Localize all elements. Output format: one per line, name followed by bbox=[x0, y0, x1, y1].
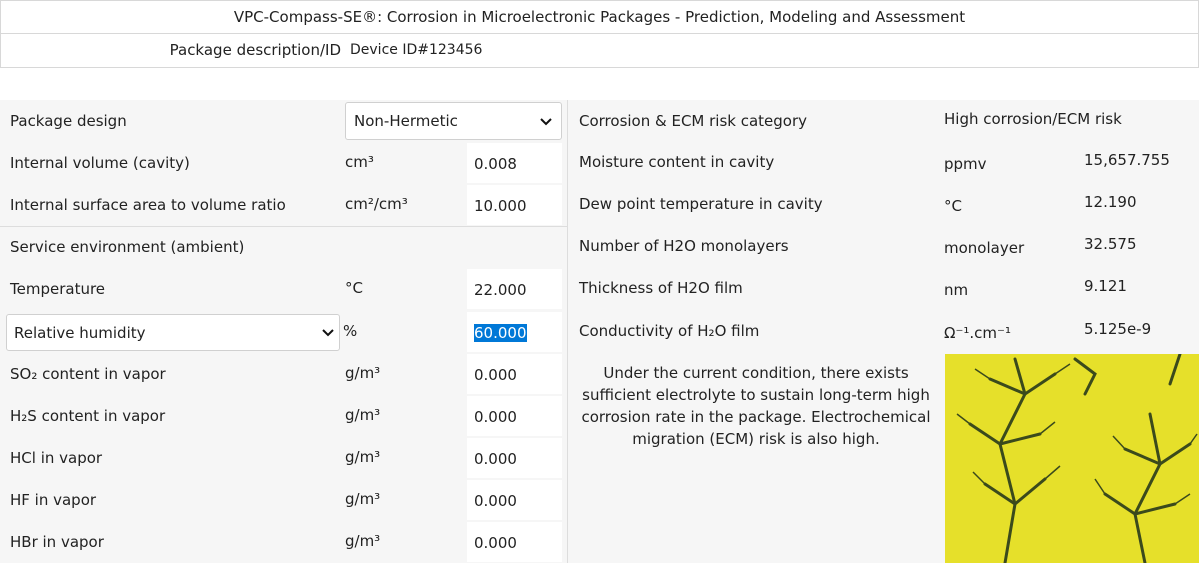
label: Thickness of H2O film bbox=[579, 279, 743, 298]
unit: g/m³ bbox=[345, 489, 381, 508]
input[interactable]: 0.008 bbox=[467, 143, 562, 184]
description-row: Package description/ID Device ID#123456 bbox=[0, 33, 1199, 68]
label: H₂S content in vapor bbox=[10, 406, 166, 425]
title: VPC-Compass-SE®: Corrosion in Microelect… bbox=[233, 8, 966, 26]
value: 15,657.755 bbox=[1084, 151, 1170, 170]
unit: g/m³ bbox=[345, 447, 381, 466]
input-value[interactable]: 0.000 bbox=[474, 365, 517, 384]
value: 32.575 bbox=[1084, 235, 1137, 254]
unit: °C bbox=[944, 197, 962, 216]
label: Dew point temperature in cavity bbox=[579, 195, 823, 214]
label: Internal surface area to volume ratio bbox=[10, 196, 286, 215]
input-value[interactable]: 0.000 bbox=[474, 491, 517, 510]
input[interactable]: 10.000 bbox=[467, 185, 562, 226]
unit: °C bbox=[345, 279, 363, 298]
unit: nm bbox=[944, 281, 969, 300]
description-value[interactable]: Device ID#123456 bbox=[350, 42, 483, 58]
label: HCl in vapor bbox=[10, 448, 103, 467]
dendrite-image bbox=[945, 354, 1199, 563]
input-panel: Package design Non-Hermetic Internal volum… bbox=[0, 100, 567, 563]
dropdown[interactable]: Non-Hermetic bbox=[345, 102, 562, 140]
label: SO₂ content in vapor bbox=[10, 364, 166, 383]
unit: g/m³ bbox=[345, 363, 381, 382]
input-value[interactable]: 10.000 bbox=[474, 197, 527, 216]
label: Package design bbox=[10, 112, 127, 130]
label: Number of H2O monolayers bbox=[579, 237, 789, 256]
label: Moisture content in cavity bbox=[579, 153, 775, 172]
unit: Ω⁻¹.cm⁻¹ bbox=[944, 323, 1011, 342]
input[interactable]: 0.000 bbox=[467, 437, 562, 478]
unit: % bbox=[343, 321, 358, 340]
label: Corrosion & ECM risk category bbox=[579, 112, 808, 130]
chevron[interactable] bbox=[539, 117, 553, 127]
input[interactable]: 22.000 bbox=[467, 269, 562, 310]
unit: monolayer bbox=[944, 239, 1025, 258]
input[interactable]: 60.000 bbox=[467, 311, 562, 352]
message: Under the current condition, there exist… bbox=[581, 363, 931, 448]
input[interactable]: 0.000 bbox=[467, 353, 562, 394]
dropdown-value[interactable]: Non-Hermetic bbox=[354, 112, 458, 130]
unit: cm³ bbox=[345, 153, 374, 172]
dropdown-value[interactable]: Relative humidity bbox=[14, 323, 146, 342]
value: 12.190 bbox=[1084, 193, 1137, 212]
input[interactable]: 0.000 bbox=[467, 479, 562, 520]
input[interactable]: 0.000 bbox=[467, 522, 562, 563]
label: HF in vapor bbox=[10, 490, 97, 509]
section-header: Service environment (ambient) bbox=[10, 238, 245, 257]
unit: g/m³ bbox=[345, 405, 381, 424]
output-panel: Corrosion & ECM risk category High corros… bbox=[567, 100, 1199, 563]
description-label: Package description/ID bbox=[169, 41, 341, 59]
input-value[interactable]: 60.000 bbox=[474, 323, 527, 342]
chevron[interactable] bbox=[321, 328, 335, 338]
input-value[interactable]: 22.000 bbox=[474, 281, 527, 300]
label: Temperature bbox=[10, 280, 106, 299]
dropdown[interactable]: Relative humidity bbox=[6, 313, 340, 351]
unit: cm²/cm³ bbox=[345, 195, 408, 214]
title-bar: VPC-Compass-SE®: Corrosion in Microelect… bbox=[0, 0, 1199, 34]
input-value[interactable]: 0.008 bbox=[474, 155, 517, 174]
divider bbox=[0, 226, 567, 228]
input-value[interactable]: 0.000 bbox=[474, 449, 517, 468]
value: 9.121 bbox=[1084, 277, 1127, 296]
label: Internal volume (cavity) bbox=[10, 154, 190, 173]
unit: g/m³ bbox=[345, 532, 381, 550]
input-value[interactable]: 0.000 bbox=[474, 407, 517, 426]
label: Conductivity of H₂O film bbox=[579, 321, 760, 340]
unit: ppmv bbox=[944, 155, 987, 174]
value: 5.125e-9 bbox=[1084, 319, 1152, 338]
input[interactable]: 0.000 bbox=[467, 395, 562, 436]
label: HBr in vapor bbox=[10, 533, 104, 551]
input-value[interactable]: 0.000 bbox=[474, 534, 517, 552]
risk-value: High corrosion/ECM risk bbox=[944, 110, 1122, 128]
